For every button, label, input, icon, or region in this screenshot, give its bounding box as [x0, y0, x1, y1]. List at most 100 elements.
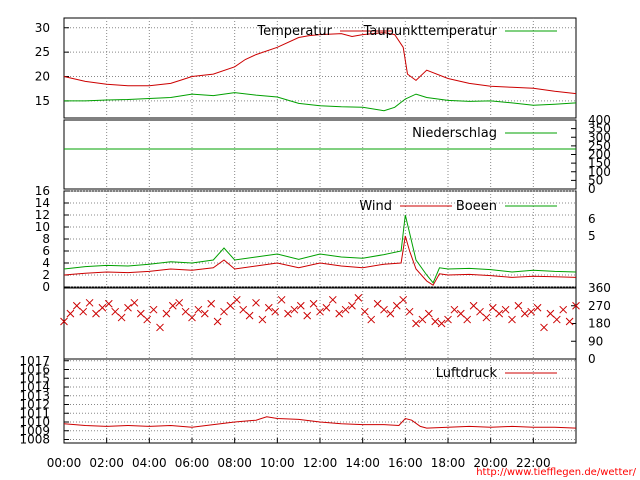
pressure-ytick-label: 1011: [19, 406, 50, 420]
wind_direction-point: [360, 307, 369, 316]
wind_direction-point: [264, 303, 273, 312]
x-axis-labels: 00:00 02:00 04:00 06:00 08:00 10:00 12:00 14:00…: [47, 438, 551, 470]
temperature-legend-label-0: Temperatur: [256, 24, 332, 39]
wind_direction-point: [258, 315, 267, 324]
pressure-ytick-label: 1013: [19, 389, 50, 403]
wind_direction-point: [348, 301, 356, 310]
wind_direction-point: [85, 298, 94, 307]
precipitation-ytick-right-label: 50: [588, 173, 603, 187]
precipitation-ytick-right-label: 400: [588, 113, 611, 127]
precipitation-legend-label-0: Niederschlag: [412, 126, 497, 141]
wind_direction-point: [252, 298, 260, 307]
wind_direction-point: [373, 299, 382, 308]
wind_direction-point: [296, 301, 305, 310]
wind-legend-label-0: Wind: [359, 199, 392, 214]
wind_direction-point: [66, 309, 75, 318]
x-tick-label: 00:00: [47, 456, 82, 470]
wind_direction-point: [111, 307, 120, 316]
x-tick-label: 16:00: [388, 456, 423, 470]
wind_direction-point: [245, 311, 254, 320]
wind_direction-point: [476, 307, 484, 316]
precipitation-ytick-right-label: 350: [588, 122, 611, 136]
wind_direction-point: [213, 317, 222, 326]
x-tick-label: 18:00: [431, 456, 466, 470]
x-tick-label: 20:00: [473, 456, 508, 470]
pressure-series-0: [63, 416, 577, 429]
temperature-legend-label-1: Taupunkttemperatur: [363, 24, 498, 39]
panel-temperature: 15 20 25 30 Temperatur Taupunkttemperatur: [35, 17, 577, 119]
wind_direction-point: [92, 309, 100, 318]
wind_direction-point: [322, 303, 331, 312]
wind_direction-point: [456, 309, 465, 318]
wind_direction-point: [60, 317, 68, 326]
wind_direction-point: [239, 305, 248, 314]
wind_direction-point: [431, 317, 440, 326]
wind_direction-point: [418, 315, 427, 324]
wind_direction-point: [412, 319, 420, 328]
wind-legend-label-1: Boeen: [456, 199, 497, 214]
wind-ytick-label: 2: [42, 268, 50, 282]
temperature-ytick-label: 20: [35, 70, 50, 84]
wind_direction-point: [290, 305, 299, 314]
wind_direction-point: [200, 309, 209, 318]
wind_direction-point: [156, 323, 164, 332]
temperature-series-0: [63, 32, 577, 95]
wind_direction-point: [207, 299, 216, 308]
wind_direction-point: [495, 309, 504, 318]
wind_direction-point: [533, 303, 542, 312]
wind_direction-ytick-right-label: 180: [588, 317, 611, 331]
source-url[interactable]: http://www.tiefflegen.de/wetter/: [476, 467, 636, 478]
wind_direction-point: [309, 299, 318, 308]
wind_direction-point: [527, 307, 536, 316]
wind_direction-point: [540, 323, 548, 332]
pressure-ytick-label: 1010: [19, 415, 50, 429]
wind_direction-point: [117, 313, 126, 322]
wind_direction-point: [220, 307, 228, 316]
wind_direction-point: [149, 305, 158, 314]
wind_direction-point: [136, 309, 145, 318]
wind_direction-point: [168, 301, 177, 310]
wind_direction-point: [232, 295, 241, 304]
pressure-ytick-label: 1012: [19, 398, 50, 412]
wind_direction-point: [380, 305, 388, 314]
wind_direction-point: [341, 305, 350, 314]
x-tick-label: 02:00: [89, 456, 124, 470]
pressure-ytick-label: 1008: [19, 433, 50, 447]
wind_direction-point: [130, 298, 139, 307]
wind-series-1: [63, 214, 577, 284]
temperature-ytick-label: 15: [35, 94, 50, 108]
x-tick-label: 12:00: [303, 456, 338, 470]
wind_direction-ytick-right-label: 90: [588, 334, 603, 348]
wind_direction-point: [143, 315, 152, 324]
wind_direction-point: [181, 307, 190, 316]
temperature-ytick-label: 25: [35, 45, 50, 59]
wind-ytick-label: 12: [35, 208, 50, 222]
panel-wind_direction: 0 90 180 270 360: [60, 281, 611, 366]
wind_direction-ytick-right-label: 360: [588, 281, 611, 295]
temperature-series-1: [64, 92, 577, 112]
pressure-ytick-label: 1017: [19, 354, 50, 368]
wind_direction-point: [354, 294, 363, 302]
wind_direction-point: [405, 307, 414, 316]
precipitation-frame: [63, 119, 577, 190]
pressure-legend-label-0: Luftdruck: [436, 366, 498, 381]
wind_direction-point: [488, 303, 497, 312]
wind_direction-point: [226, 301, 235, 310]
wind-ytick-right-label: 6: [588, 212, 596, 226]
wind_direction-point: [284, 309, 292, 318]
wind_direction-point: [463, 315, 472, 324]
wind_direction-point: [501, 305, 510, 314]
wind-ytick-label: 6: [42, 244, 50, 258]
pressure-ytick-label: 1014: [19, 380, 50, 394]
x-tick-label: 22:00: [516, 456, 551, 470]
wind_direction-ytick-right-label: 270: [588, 299, 611, 313]
wind_direction-point: [572, 301, 580, 310]
precipitation-ytick-right-label: 200: [588, 148, 611, 162]
x-tick-label: 10:00: [260, 456, 295, 470]
x-tick-label: 04:00: [132, 456, 167, 470]
x-tick-label: 14:00: [345, 456, 380, 470]
